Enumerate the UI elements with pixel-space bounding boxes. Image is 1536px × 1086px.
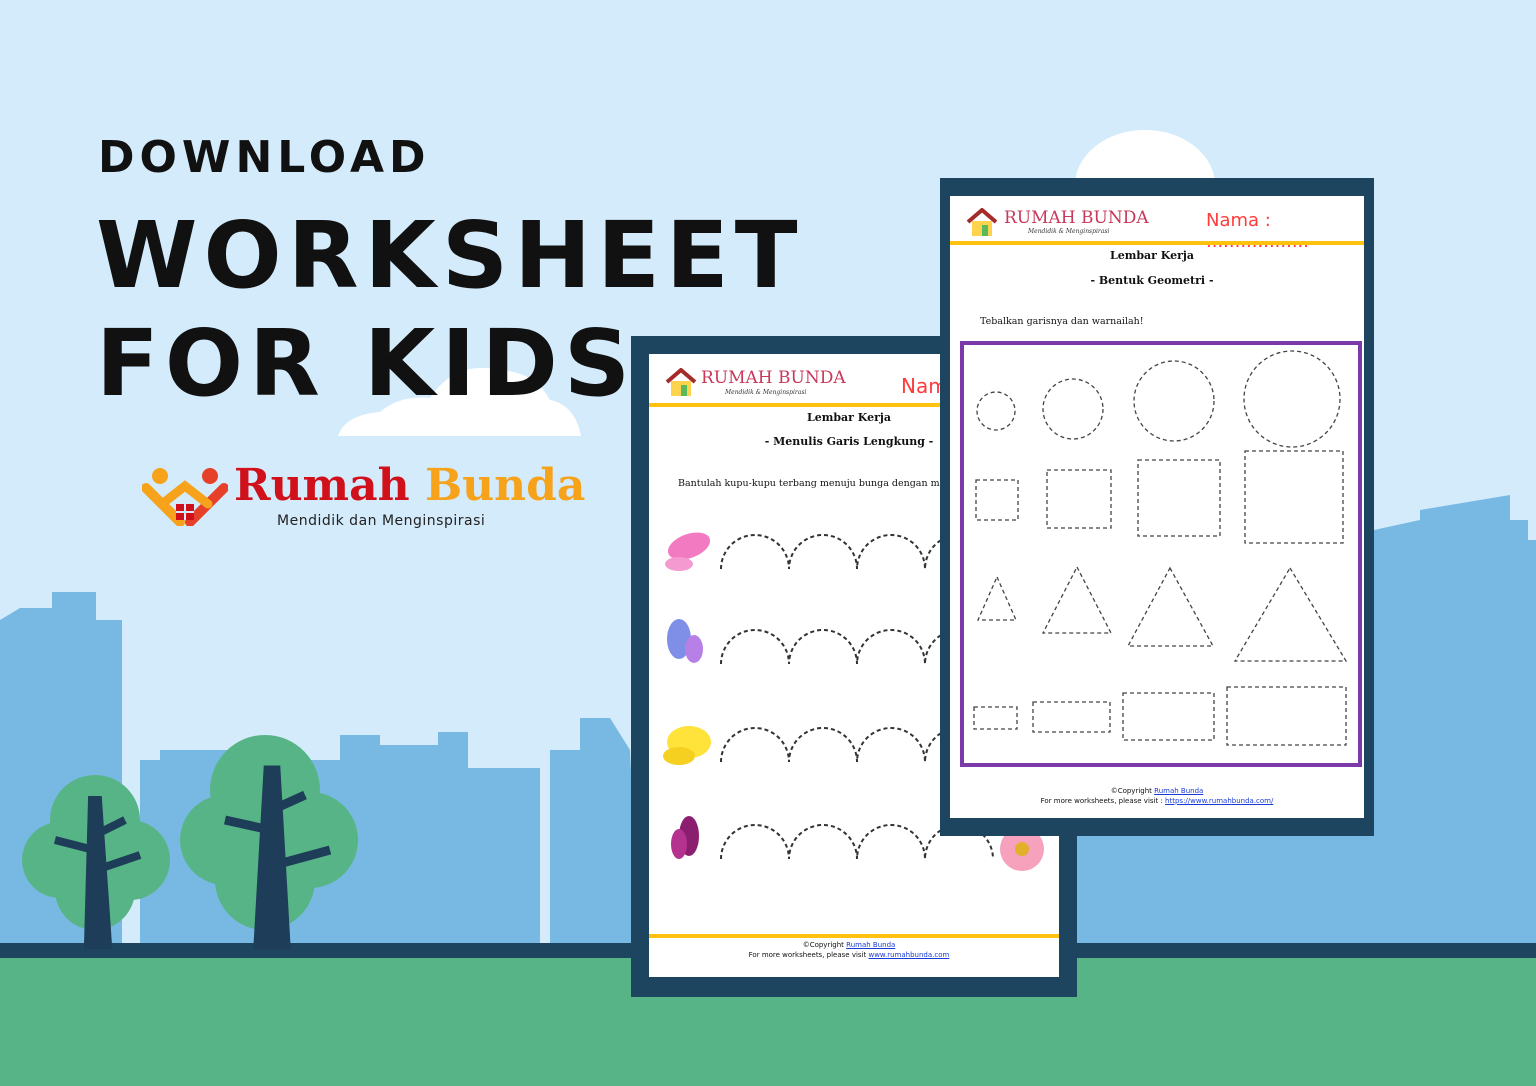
brand-name-part2: Bunda xyxy=(424,460,586,511)
header-bar xyxy=(649,403,1059,407)
butterfly-yellow-icon xyxy=(663,726,711,765)
worksheet-title: Lembar Kerja xyxy=(1109,249,1195,262)
rectangle-shape xyxy=(1032,701,1111,733)
copyright-text: ©Copyright xyxy=(802,941,844,949)
headline-kicker: DOWNLOAD xyxy=(98,132,431,183)
circle-shape xyxy=(1133,360,1215,442)
triangle-shape xyxy=(1126,566,1215,647)
worksheet-instruction: Bantulah kupu-kupu terbang menuju bunga … xyxy=(678,478,1056,489)
house-icon xyxy=(665,368,697,396)
square-shape xyxy=(1137,459,1221,537)
brand-tagline: Mendidik dan Menginspirasi xyxy=(277,513,486,529)
worksheet-front-frame: RUMAH BUNDA Mendidik & Menginspirasi Nam… xyxy=(940,178,1374,836)
square-shape xyxy=(1244,450,1344,544)
copyright-link[interactable]: Rumah Bunda xyxy=(1154,787,1204,795)
triangle-shape xyxy=(1041,565,1113,634)
rectangle-shape xyxy=(1226,686,1347,746)
worksheet-instruction: Tebalkan garisnya dan warnailah! xyxy=(980,316,1144,327)
header-bar xyxy=(950,241,1364,245)
circle-shape xyxy=(1243,350,1341,448)
tree xyxy=(180,735,358,950)
name-label: Nama : .................. xyxy=(1206,210,1309,252)
worksheet-footer: ©Copyright Rumah Bunda For more workshee… xyxy=(649,941,1049,961)
footer-bar xyxy=(649,934,1059,938)
circle-shape xyxy=(976,391,1016,431)
headline-line2: FOR KIDS xyxy=(96,310,637,417)
website-link[interactable]: www.rumahbunda.com xyxy=(868,950,950,959)
worksheet-title: Lembar Kerja xyxy=(806,411,892,424)
triangle-shape xyxy=(1233,566,1348,662)
butterfly-purple-icon xyxy=(671,816,699,859)
worksheet-front-page: RUMAH BUNDA Mendidik & Menginspirasi Nam… xyxy=(950,196,1364,818)
cloud xyxy=(338,367,581,436)
headline-line1: WORKSHEET xyxy=(96,202,804,309)
square-shape xyxy=(1046,469,1112,529)
worksheet-footer: ©Copyright Rumah Bunda For more workshee… xyxy=(950,787,1364,807)
worksheet-subtitle: - Menulis Garis Lengkung - xyxy=(764,435,934,448)
square-shape xyxy=(975,479,1019,521)
tree xyxy=(22,775,170,949)
circle-shape xyxy=(1042,378,1104,440)
visit-text: For more worksheets, please visit xyxy=(748,950,867,959)
visit-text: For more worksheets, please visit : xyxy=(1040,796,1163,805)
worksheet-logo-sub: Mendidik & Menginspirasi xyxy=(725,389,807,396)
worksheet-logo-sub: Mendidik & Menginspirasi xyxy=(1028,228,1110,235)
tracing-arcs xyxy=(663,532,1044,871)
worksheet-logo: RUMAH BUNDA xyxy=(1004,208,1149,228)
triangle-shape xyxy=(977,575,1017,621)
worksheet-logo: RUMAH BUNDA xyxy=(701,368,846,388)
brand-name: Rumah Bunda xyxy=(234,460,585,511)
butterfly-blue-icon xyxy=(667,619,703,663)
rectangle-shape xyxy=(1122,692,1215,741)
flower-icon xyxy=(1000,827,1044,871)
copyright-text: ©Copyright xyxy=(1110,787,1152,795)
house-icon xyxy=(966,208,998,236)
brand-name-part1: Rumah xyxy=(234,460,410,511)
shapes-box xyxy=(960,341,1362,767)
butterfly-pink-icon xyxy=(665,532,711,571)
rumah-bunda-logo-icon xyxy=(142,468,228,526)
website-link[interactable]: https://www.rumahbunda.com/ xyxy=(1165,796,1274,805)
worksheet-subtitle: - Bentuk Geometri - xyxy=(1090,274,1214,287)
rectangle-shape xyxy=(973,706,1018,730)
copyright-link[interactable]: Rumah Bunda xyxy=(846,941,896,949)
